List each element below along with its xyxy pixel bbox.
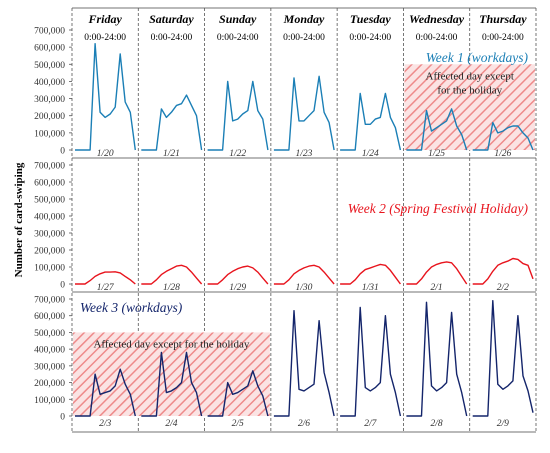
hours-range-label: 0:00-24:00	[349, 33, 391, 43]
y-tick-label: 0	[60, 281, 65, 291]
y-axis-label: Number of card-swiping	[13, 162, 25, 277]
series-line-1-28	[141, 264, 203, 285]
date-label: 1/27	[97, 283, 115, 293]
date-label: 1/23	[296, 149, 313, 159]
y-tick-label: 700,000	[34, 162, 65, 172]
date-label: 2/8	[431, 419, 443, 429]
hours-range-label: 0:00-24:00	[416, 33, 458, 43]
date-label: 2/1	[431, 283, 443, 293]
series-line-2-1	[406, 261, 468, 285]
day-name-label: Sunday	[219, 12, 257, 26]
y-tick-label: 300,000	[34, 230, 65, 240]
date-label: 1/30	[296, 283, 313, 293]
plot-area: Friday 0:00-24:00 Saturday 0:00-24:00 Sunday…	[34, 7, 537, 433]
date-label: 1/20	[97, 149, 114, 159]
hours-range-label: 0:00-24:00	[283, 33, 325, 43]
date-label: 2/5	[232, 419, 244, 429]
day-name-label: Saturday	[149, 12, 194, 26]
y-tick-label: 100,000	[34, 396, 65, 406]
week-label: Week 3 (workdays)	[80, 300, 183, 315]
affected-region-label: Affected day except for the holiday	[93, 338, 249, 350]
y-tick-label: 300,000	[34, 95, 65, 105]
series-line-1-27	[75, 271, 136, 285]
day-name-label: Monday	[283, 12, 325, 26]
panel-3: 0 100,000 200,000 300,000 400,000 500,000 600,…	[34, 296, 534, 429]
y-tick-label: 600,000	[34, 312, 65, 322]
series-line-1-25	[406, 108, 468, 151]
date-label: 2/7	[364, 419, 377, 429]
series-line-1-31	[340, 263, 401, 285]
y-tick-label: 200,000	[34, 112, 65, 122]
affected-region	[73, 332, 270, 416]
y-tick-label: 100,000	[34, 129, 65, 139]
hours-range-label: 0:00-24:00	[217, 33, 259, 43]
series-line-2-2	[472, 257, 534, 285]
affected-region-label: Affected day except	[426, 70, 514, 82]
date-label: 1/31	[362, 283, 379, 293]
day-name-label: Tuesday	[350, 12, 392, 26]
hours-range-label: 0:00-24:00	[84, 33, 126, 43]
series-line-1-22	[207, 80, 269, 151]
panel-2: 0 100,000 200,000 300,000 400,000 500,000 600,…	[34, 162, 534, 293]
affected-region-label: for the holiday	[437, 84, 502, 96]
y-tick-label: 0	[60, 147, 65, 157]
series-line-1-29	[207, 265, 269, 285]
y-tick-label: 100,000	[34, 264, 65, 274]
day-name-label: Thursday	[479, 12, 527, 26]
date-label: 1/26	[494, 149, 511, 159]
y-tick-label: 500,000	[34, 196, 65, 206]
series-line-1-23	[273, 75, 335, 151]
series-line-1-24	[340, 92, 402, 151]
date-label: 2/4	[165, 419, 177, 429]
day-name-label: Wednesday	[409, 12, 465, 26]
date-label: 2/6	[298, 419, 310, 429]
y-tick-label: 400,000	[34, 213, 65, 223]
day-name-label: Friday	[87, 12, 122, 26]
series-line-2-8	[406, 301, 468, 417]
date-label: 2/9	[497, 419, 509, 429]
series-line-1-26	[472, 121, 534, 151]
panel-1: 0 100,000 200,000 300,000 400,000 500,000 600,…	[34, 27, 535, 159]
y-tick-label: 200,000	[34, 247, 65, 257]
date-label: 1/25	[428, 149, 445, 159]
week-label: Week 2 (Spring Festival Holiday)	[348, 201, 529, 216]
week-label: Week 1 (workdays)	[426, 50, 529, 65]
series-line-2-5	[207, 370, 269, 417]
date-label: 1/29	[229, 283, 246, 293]
date-label: 2/2	[497, 283, 509, 293]
series-line-1-21	[141, 94, 203, 151]
date-label: 1/24	[362, 149, 379, 159]
series-line-1-30	[273, 264, 335, 285]
hours-range-label: 0:00-24:00	[482, 33, 524, 43]
series-line-2-7	[340, 306, 402, 417]
y-tick-label: 600,000	[34, 179, 65, 189]
date-label: 1/22	[229, 149, 246, 159]
series-line-2-6	[273, 310, 335, 417]
series-line-1-20	[75, 43, 136, 151]
y-tick-label: 500,000	[34, 61, 65, 71]
y-tick-label: 700,000	[34, 296, 65, 306]
series-line-2-4	[141, 351, 203, 417]
y-tick-label: 300,000	[34, 362, 65, 372]
y-tick-label: 400,000	[34, 78, 65, 88]
y-tick-label: 400,000	[34, 346, 65, 356]
y-tick-label: 600,000	[34, 44, 65, 54]
date-label: 1/21	[163, 149, 180, 159]
affected-region	[404, 64, 535, 150]
series-line-2-3	[75, 368, 136, 417]
date-label: 2/3	[99, 419, 111, 429]
hours-range-label: 0:00-24:00	[151, 33, 193, 43]
y-tick-label: 200,000	[34, 379, 65, 389]
y-tick-label: 500,000	[34, 329, 65, 339]
y-tick-label: 700,000	[34, 27, 65, 37]
y-tick-label: 0	[60, 413, 65, 423]
date-label: 1/28	[163, 283, 180, 293]
series-line-2-9	[472, 300, 534, 417]
